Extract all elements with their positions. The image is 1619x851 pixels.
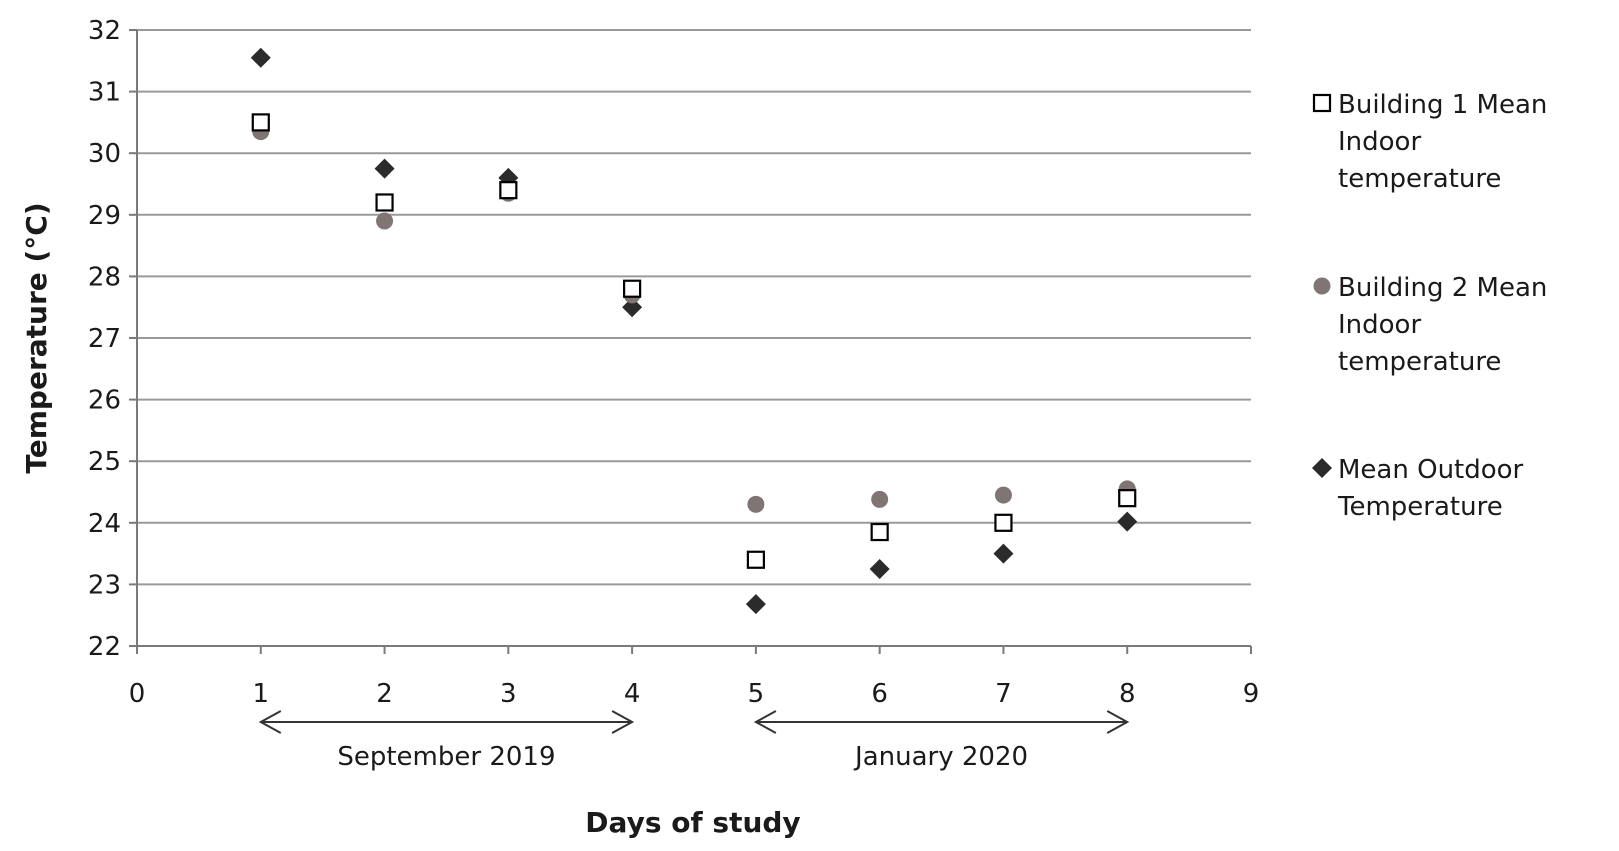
- x-tick-label-7: 7: [995, 679, 1012, 709]
- point-series1-day7: [994, 513, 1013, 532]
- y-tick-label-32: 32: [88, 16, 121, 46]
- point-series2-day6: [871, 490, 889, 508]
- point-series1-day6: [870, 522, 889, 542]
- x-tick-label-5: 5: [748, 679, 765, 709]
- point-series1-day3: [499, 181, 518, 200]
- point-series3-day7: [993, 543, 1014, 564]
- x-tick-label-1: 1: [253, 679, 270, 709]
- point-series1-day4: [623, 279, 642, 298]
- point-series3-day1: [250, 47, 271, 68]
- legend-label-line: Building 1 Mean: [1338, 90, 1547, 120]
- y-axis-title: Temperature (°C): [20, 202, 53, 473]
- y-tick-label-30: 30: [88, 139, 121, 169]
- period-label: January 2020: [853, 742, 1028, 772]
- y-tick-label-26: 26: [88, 386, 121, 416]
- point-series3-day2: [374, 158, 395, 179]
- x-tick-labels: 0 1 2 3 4 5 6 7 8 9: [129, 679, 1260, 709]
- period-annotation-1: September 2019: [258, 710, 635, 772]
- y-tick-label-24: 24: [88, 509, 121, 539]
- arrow-head-right: [1106, 710, 1130, 734]
- point-series1-day1: [251, 113, 270, 132]
- point-series1-day2: [375, 193, 394, 212]
- x-tick-label-4: 4: [624, 679, 641, 709]
- point-series2-day5: [747, 495, 765, 513]
- arrow-head-left: [258, 710, 282, 734]
- legend-entry-1: Building 1 Mean Indoor temperature: [1312, 90, 1547, 194]
- point-series3-day4: [622, 297, 643, 318]
- legend-label-line: temperature: [1338, 347, 1501, 377]
- period-label: September 2019: [337, 742, 555, 772]
- legend-marker-2: [1313, 277, 1331, 295]
- point-series3-day5: [745, 594, 766, 615]
- y-tick-label-28: 28: [88, 262, 121, 292]
- x-tick-label-3: 3: [500, 679, 517, 709]
- y-tick-label-25: 25: [88, 447, 121, 477]
- x-axis-title: Days of study: [585, 806, 800, 839]
- legend-label-line: Mean Outdoor: [1338, 455, 1524, 485]
- x-tick-label-2: 2: [376, 679, 393, 709]
- y-tick-label-22: 22: [88, 632, 121, 662]
- y-tick-label-31: 31: [88, 78, 121, 108]
- x-tick-label-0: 0: [129, 679, 146, 709]
- y-tick-label-27: 27: [88, 324, 121, 354]
- legend-entry-3: Mean Outdoor Temperature: [1312, 455, 1524, 522]
- x-tick-label-8: 8: [1119, 679, 1136, 709]
- y-tick-label-23: 23: [88, 570, 121, 600]
- legend-marker-1: [1312, 93, 1332, 113]
- period-annotations: September 2019 January 2020: [258, 710, 1130, 772]
- y-tick-label-29: 29: [88, 201, 121, 231]
- data-points: [250, 47, 1138, 615]
- period-annotation-2: January 2020: [753, 710, 1130, 772]
- point-series3-day8: [1117, 511, 1138, 532]
- gridlines: [137, 29, 1251, 586]
- legend: Building 1 MeanIndoortemperatureBuilding…: [1312, 90, 1547, 522]
- legend-label-line: temperature: [1338, 164, 1501, 194]
- arrow-head-right: [611, 710, 635, 734]
- point-series3-day6: [869, 559, 890, 579]
- arrow-head-left: [753, 710, 777, 734]
- legend-label-line: Indoor: [1338, 310, 1421, 340]
- x-tick-label-6: 6: [871, 679, 888, 709]
- legend-label-line: Indoor: [1338, 127, 1421, 157]
- y-tick-labels: 22 23 24 25 26 27 28 29 30 31 32: [88, 16, 121, 662]
- point-series1-day5: [746, 550, 765, 569]
- legend-label-line: Building 2 Mean: [1338, 273, 1547, 303]
- point-series1-day8: [1118, 489, 1137, 508]
- legend-label-line: Temperature: [1337, 492, 1503, 522]
- point-series2-day2: [376, 212, 394, 230]
- legend-marker-3: [1312, 458, 1332, 478]
- point-series2-day7: [994, 486, 1012, 504]
- legend-entry-2: Building 2 Mean Indoor temperature: [1313, 273, 1547, 377]
- x-tick-label-9: 9: [1243, 679, 1260, 709]
- axes: [129, 29, 1252, 654]
